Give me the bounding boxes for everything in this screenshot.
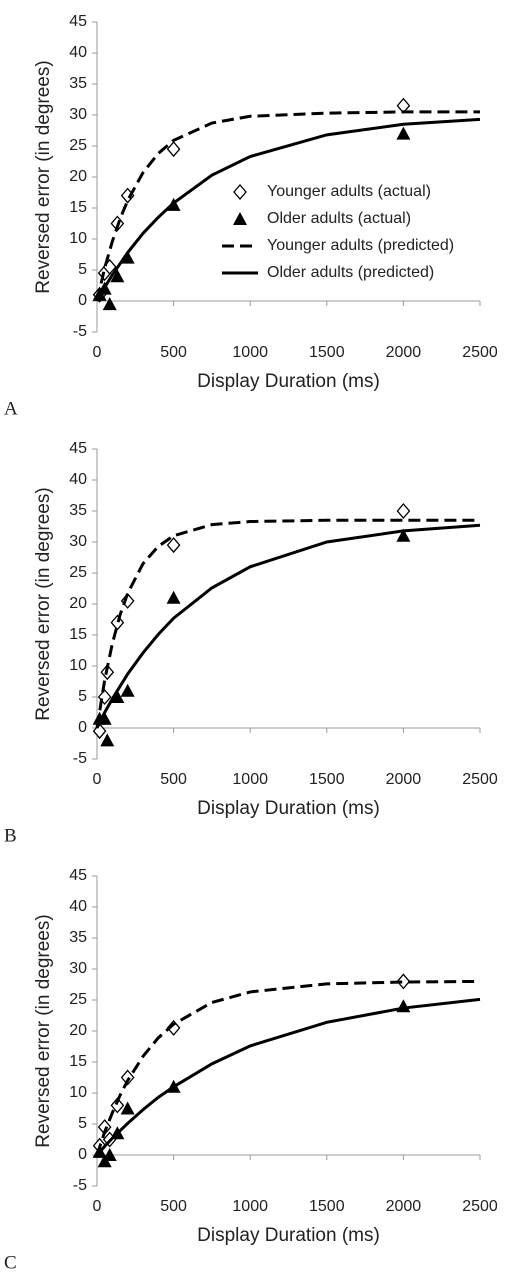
data-point — [120, 1101, 135, 1115]
y-axis-title: Reversed error (in degrees) — [33, 487, 54, 720]
panel-label: B — [4, 825, 17, 846]
y-tick-label: -5 — [73, 750, 87, 767]
x-axis-title: Display Duration (ms) — [197, 1225, 380, 1246]
y-tick-label: 15 — [69, 1053, 87, 1070]
x-tick-label: 1500 — [309, 1198, 345, 1215]
y-tick-label: 20 — [69, 168, 87, 185]
data-point — [120, 1069, 135, 1086]
y-tick-label: 35 — [69, 929, 87, 946]
legend-label: Older adults (predicted) — [267, 264, 434, 281]
predicted-line — [95, 518, 480, 729]
data-point — [166, 141, 181, 158]
data-point — [110, 1097, 125, 1114]
data-point — [396, 503, 411, 519]
x-tick-label: 2500 — [462, 344, 498, 361]
x-tick-label: 1000 — [232, 344, 268, 361]
predicted-line — [95, 110, 480, 302]
x-tick-label: 2000 — [386, 771, 422, 788]
x-tick-label: 500 — [160, 1198, 187, 1215]
y-tick-label: 10 — [69, 657, 87, 674]
y-tick-label: 30 — [69, 106, 87, 123]
y-tick-label: 40 — [69, 44, 87, 61]
y-tick-label: 45 — [69, 867, 87, 884]
x-tick-label: 0 — [93, 1198, 102, 1215]
data-point — [166, 1019, 181, 1036]
y-tick-label: 30 — [69, 533, 87, 550]
data-point — [100, 733, 115, 747]
y-tick-label: 0 — [78, 292, 87, 309]
y-tick-label: 15 — [69, 199, 87, 216]
legend-marker — [233, 212, 247, 225]
y-axis-title: Reversed error (in degrees) — [33, 914, 54, 1147]
legend-label: Younger adults (predicted) — [267, 237, 454, 254]
x-tick-label: 0 — [93, 344, 102, 361]
data-point — [166, 537, 181, 554]
y-tick-label: 5 — [78, 1115, 87, 1132]
y-tick-label: 20 — [69, 595, 87, 612]
y-tick-label: 10 — [69, 230, 87, 247]
y-tick-label: 35 — [69, 502, 87, 519]
x-tick-label: 2500 — [462, 1198, 498, 1215]
data-point — [110, 269, 125, 283]
y-tick-label: 30 — [69, 960, 87, 977]
y-tick-label: 40 — [69, 898, 87, 915]
y-axis-title: Reversed error (in degrees) — [33, 60, 54, 293]
y-tick-label: 20 — [69, 1022, 87, 1039]
y-tick-label: 15 — [69, 626, 87, 643]
data-point — [110, 614, 125, 631]
x-axis-title: Display Duration (ms) — [197, 371, 380, 392]
data-point — [120, 683, 135, 697]
y-tick-label: 35 — [69, 75, 87, 92]
panel-label: C — [4, 1252, 17, 1273]
y-tick-label: 0 — [78, 1146, 87, 1163]
legend-label: Older adults (actual) — [267, 210, 411, 227]
data-point — [396, 528, 411, 542]
y-tick-label: -5 — [73, 1177, 87, 1194]
y-tick-label: 25 — [69, 137, 87, 154]
data-point — [92, 723, 107, 740]
data-point — [166, 590, 181, 604]
data-point — [102, 297, 117, 311]
y-tick-label: 45 — [69, 13, 87, 30]
x-tick-label: 1500 — [309, 771, 345, 788]
predicted-line — [95, 979, 481, 1156]
x-tick-label: 1000 — [232, 1198, 268, 1215]
x-tick-label: 500 — [160, 344, 187, 361]
y-tick-label: 25 — [69, 564, 87, 581]
y-tick-label: 0 — [78, 719, 87, 736]
panel-label: A — [4, 398, 18, 419]
y-tick-label: 25 — [69, 991, 87, 1008]
x-tick-label: 2000 — [386, 1198, 422, 1215]
data-point — [102, 1148, 117, 1161]
y-tick-label: 5 — [78, 688, 87, 705]
x-tick-label: 1000 — [232, 771, 268, 788]
x-axis-title: Display Duration (ms) — [197, 798, 380, 819]
data-point — [110, 690, 125, 703]
legend-label: Younger adults (actual) — [267, 183, 431, 200]
data-point — [396, 126, 411, 140]
legend-marker — [233, 184, 247, 200]
predicted-line — [95, 997, 481, 1156]
x-tick-label: 500 — [160, 771, 187, 788]
y-tick-label: 45 — [69, 440, 87, 457]
y-tick-label: -5 — [73, 323, 87, 340]
y-tick-label: 10 — [69, 1084, 87, 1101]
predicted-line — [95, 523, 481, 729]
x-tick-label: 1500 — [309, 344, 345, 361]
y-tick-label: 5 — [78, 261, 87, 278]
x-tick-label: 2500 — [462, 771, 498, 788]
y-tick-label: 40 — [69, 471, 87, 488]
x-tick-label: 2000 — [386, 344, 422, 361]
data-point — [396, 973, 411, 990]
x-tick-label: 0 — [93, 771, 102, 788]
predicted-line — [95, 117, 481, 302]
